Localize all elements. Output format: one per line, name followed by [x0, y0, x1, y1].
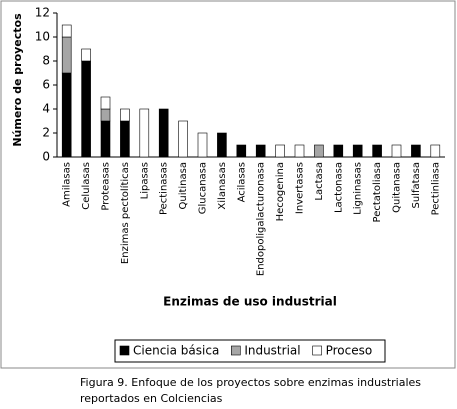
x-tick-label: Pectinliasa — [430, 162, 441, 215]
x-tick-label: Lactasa — [314, 162, 325, 201]
legend-swatch — [119, 345, 130, 356]
bar-segment — [100, 108, 111, 122]
bar-segment — [178, 120, 188, 158]
x-tick-label: Sulfatasa — [411, 162, 422, 209]
y-tick-label: 0 — [42, 150, 50, 164]
bar-segment — [158, 108, 169, 158]
x-tick-label: Lipasas — [139, 162, 150, 199]
legend-label: Proceso — [326, 344, 373, 358]
x-tick-label: Glucanasa — [198, 162, 209, 214]
bar-segment — [275, 144, 285, 158]
x-tick-label: Acilasas — [236, 162, 247, 202]
legend — [114, 339, 386, 363]
x-tick-label: Quitanasa — [392, 162, 403, 213]
bar-segment — [217, 132, 227, 158]
x-tick-label: Proteasas — [101, 162, 112, 211]
chart-frame — [0, 0, 456, 369]
bar-segment — [139, 108, 150, 158]
bar-segment — [236, 144, 247, 158]
bar-segment — [100, 96, 111, 110]
bar-segment — [61, 36, 72, 74]
bar-segment — [81, 60, 91, 158]
x-tick-label: Enzimas pectolíticas — [119, 162, 131, 264]
legend-swatch — [312, 345, 322, 356]
y-tick-label: 2 — [42, 126, 50, 140]
x-tick-label: Quitinasa — [178, 162, 189, 210]
y-axis-title: Número de proyectos — [11, 13, 24, 147]
x-tick-label: Amilasas — [62, 162, 73, 207]
x-tick-label: Invertasas — [295, 162, 306, 214]
y-tick-label: 4 — [42, 102, 50, 116]
y-tick-label: 6 — [42, 78, 50, 92]
bar-segment — [81, 48, 91, 62]
bar-segment — [411, 144, 421, 158]
x-tick-label: Endopoligalacturonasa — [256, 162, 267, 276]
legend-swatch — [231, 345, 241, 356]
x-tick-label: Lactonasa — [333, 162, 344, 213]
bar-segment — [391, 144, 402, 158]
bar-segment — [294, 144, 305, 158]
x-tick-label: Hecogenina — [275, 162, 286, 221]
y-tick-label: 12 — [35, 6, 50, 20]
x-tick-label: Celulasas — [81, 162, 92, 210]
y-tick-label: 10 — [35, 30, 50, 44]
y-tick-label: 8 — [42, 54, 50, 68]
legend-label: Industrial — [244, 344, 300, 358]
bar-segment — [255, 144, 266, 158]
x-axis-title: Enzimas de uso industrial — [163, 295, 337, 309]
legend-label: Ciencia básica — [133, 344, 219, 358]
x-tick-label: Pectinasas — [159, 162, 170, 215]
bar-segment — [100, 120, 111, 158]
bar-segment — [120, 120, 130, 158]
bar-segment — [61, 72, 72, 158]
caption: reportados en Colciencias — [80, 392, 223, 405]
bar-segment — [314, 144, 324, 158]
bar-segment — [333, 144, 344, 158]
bar-segment — [430, 144, 441, 158]
x-tick-label: Xilanasas — [217, 162, 228, 210]
bar-segment — [372, 144, 382, 158]
bar-segment — [120, 108, 130, 122]
caption: Figura 9. Enfoque de los proyectos sobre… — [80, 376, 421, 389]
bar-segment — [352, 144, 363, 158]
x-tick-label: Ligninasas — [353, 162, 364, 215]
bar-segment — [61, 24, 72, 38]
x-tick-label: Pectatoliasa — [372, 162, 383, 222]
bar-segment — [197, 132, 208, 158]
